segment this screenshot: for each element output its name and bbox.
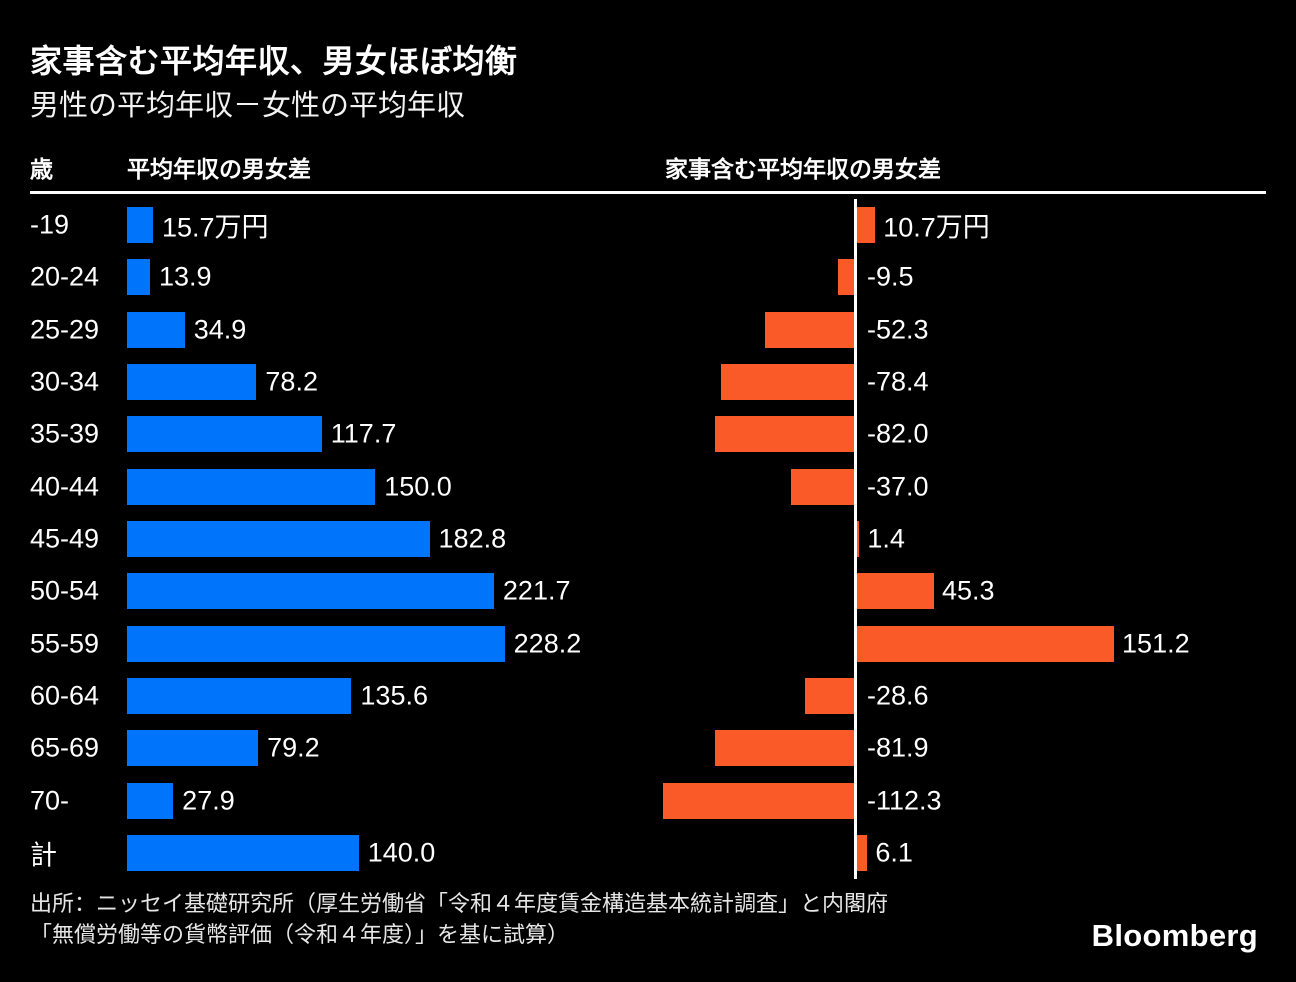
income-gap-bar — [127, 730, 259, 767]
housework-gap-value: -112.3 — [867, 785, 942, 816]
income-gap-value: 27.9 — [182, 785, 235, 816]
right-panel-zero-axis-line — [854, 199, 857, 879]
chart-row: 60-64 135.6 -28.6 — [0, 670, 1296, 722]
page-subtitle: 男性の平均年収－女性の平均年収 — [30, 90, 466, 122]
age-group-label: 35-39 — [30, 418, 100, 449]
source-note: 出所：ニッセイ基礎研究所（厚生労働省「令和４年度賃金構造基本統計調査」と内閣府 … — [30, 888, 888, 950]
income-gap-value: 228.2 — [513, 628, 582, 659]
housework-gap-value: 6.1 — [875, 837, 913, 868]
age-group-label: 40-44 — [30, 471, 100, 502]
income-gap-bar — [127, 677, 352, 714]
income-gap-value: 150.0 — [384, 471, 452, 502]
column-header-income-gap: 平均年収の男女差 — [127, 156, 311, 182]
income-gap-value: 221.7 — [502, 575, 571, 606]
chart-row: 40-44 150.0 -37.0 — [0, 461, 1296, 513]
chart-row: 50-54 221.7 45.3 — [0, 565, 1296, 617]
income-gap-bar — [127, 573, 494, 610]
housework-gap-value: -37.0 — [867, 471, 929, 502]
income-gap-bar — [127, 782, 174, 819]
income-gap-bar — [127, 311, 185, 348]
age-group-label: 50-54 — [30, 575, 100, 606]
housework-gap-value: 45.3 — [942, 575, 995, 606]
age-group-label: 45-49 — [30, 523, 100, 554]
chart-row: 20-24 13.9 -9.5 — [0, 251, 1296, 303]
column-header-housework-gap: 家事含む平均年収の男女差 — [665, 156, 941, 182]
housework-gap-bar — [720, 364, 854, 401]
housework-gap-value: -28.6 — [867, 680, 929, 711]
income-gap-bar — [127, 520, 430, 557]
age-group-label: 20-24 — [30, 261, 100, 292]
source-line-2: 「無償労働等の貨幣評価（令和４年度）」を基に試算） — [30, 922, 570, 947]
housework-gap-bar — [857, 834, 868, 871]
housework-gap-value: 151.2 — [1122, 628, 1190, 659]
age-group-label: 65-69 — [30, 732, 100, 763]
income-gap-value: 78.2 — [265, 366, 318, 397]
age-group-label: 計 — [30, 840, 57, 871]
page-title: 家事含む平均年収、男女ほぼ均衡 — [30, 43, 518, 79]
housework-gap-value: 1.4 — [867, 523, 905, 554]
housework-gap-bar — [714, 416, 854, 453]
housework-gap-bar — [663, 782, 854, 819]
income-gap-value: 182.8 — [438, 523, 507, 554]
income-gap-bar — [127, 416, 322, 453]
chart-row: 45-49 182.8 1.4 — [0, 513, 1296, 565]
chart-row: 65-69 79.2 -81.9 — [0, 722, 1296, 774]
housework-gap-bar — [857, 625, 1115, 662]
chart-row: 55-59 228.2 151.2 — [0, 617, 1296, 669]
source-line-1: 出所：ニッセイ基礎研究所（厚生労働省「令和４年度賃金構造基本統計調査」と内閣府 — [30, 891, 889, 916]
header-divider — [30, 191, 1266, 194]
chart-row: 70- 27.9 -112.3 — [0, 774, 1296, 826]
chart-row: 25-29 34.9 -52.3 — [0, 304, 1296, 356]
housework-gap-bar — [805, 677, 854, 714]
housework-gap-value: -9.5 — [867, 261, 914, 292]
bloomberg-logo: Bloomberg — [1091, 918, 1258, 953]
income-gap-bar — [127, 364, 257, 401]
housework-gap-value: -78.4 — [867, 366, 929, 397]
housework-gap-bar — [765, 311, 854, 348]
income-gap-value: 34.9 — [193, 314, 247, 345]
housework-gap-bar — [857, 207, 876, 244]
income-gap-value: 79.2 — [267, 732, 320, 763]
column-header-age: 歳 — [30, 156, 53, 182]
age-group-label: 55-59 — [30, 628, 100, 659]
income-gap-bar — [127, 625, 505, 662]
chart-row: 30-34 78.2 -78.4 — [0, 356, 1296, 408]
chart-row: 35-39 117.7 -82.0 — [0, 408, 1296, 460]
income-gap-bar — [127, 468, 376, 505]
age-group-label: 60-64 — [30, 680, 100, 711]
income-gap-value: 135.6 — [360, 680, 428, 711]
housework-gap-value: -52.3 — [867, 314, 929, 345]
age-group-label: -19 — [30, 209, 70, 240]
housework-gap-bar — [837, 259, 854, 296]
income-gap-bar — [127, 834, 359, 871]
age-group-label: 25-29 — [30, 314, 100, 345]
income-gap-value: 140.0 — [367, 837, 436, 868]
housework-gap-value: -82.0 — [867, 418, 929, 449]
age-group-label: 70- — [30, 785, 70, 816]
housework-gap-bar — [791, 468, 854, 505]
diverging-bar-chart: -19 15.7万円 10.7万円 20-24 13.9 -9.5 25-29 34.9 -52… — [0, 199, 1296, 879]
housework-gap-bar — [714, 730, 854, 767]
housework-gap-bar — [857, 573, 934, 610]
income-gap-value: 13.9 — [159, 261, 212, 292]
income-gap-value: 15.7万円 — [161, 212, 269, 243]
chart-row: 計 140.0 6.1 — [0, 827, 1296, 879]
housework-gap-value: 10.7万円 — [883, 212, 990, 243]
chart-row: -19 15.7万円 10.7万円 — [0, 199, 1296, 251]
age-group-label: 30-34 — [30, 366, 100, 397]
income-gap-value: 117.7 — [330, 418, 397, 449]
housework-gap-value: -81.9 — [867, 732, 929, 763]
housework-gap-bar — [857, 520, 860, 557]
income-gap-bar — [127, 207, 153, 244]
income-gap-bar — [127, 259, 150, 296]
